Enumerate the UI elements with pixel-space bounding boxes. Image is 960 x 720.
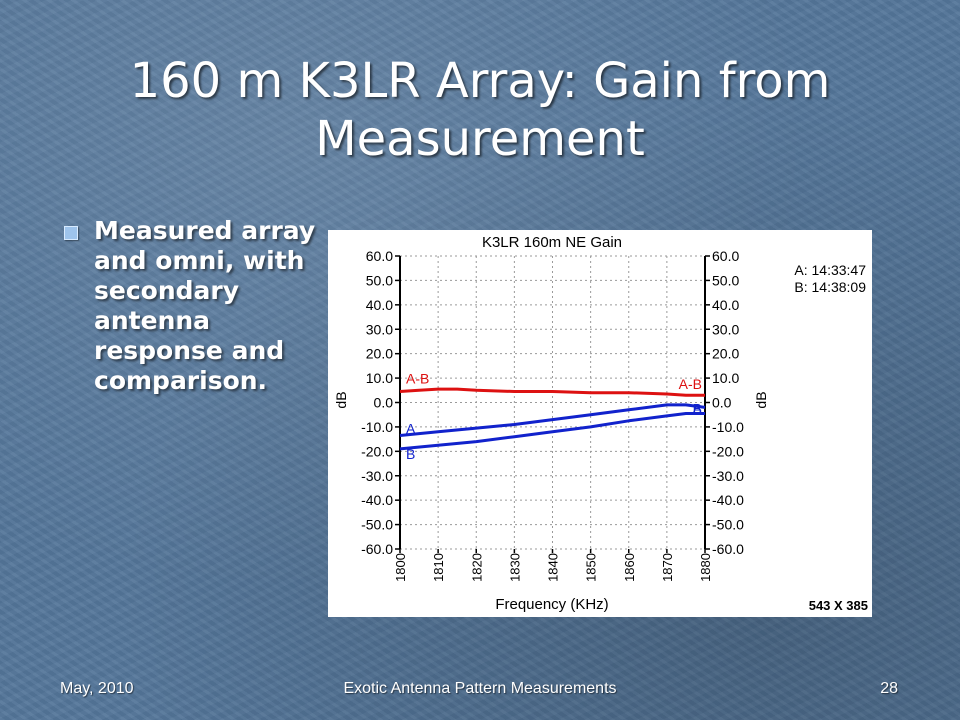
size-label: 543 X 385	[809, 598, 868, 613]
slide-title: 160 m K3LR Array: Gain from Measurement	[60, 52, 900, 168]
timestamp-b: B: 14:38:09	[794, 279, 866, 295]
series-label-end-a: A	[693, 400, 703, 416]
x-axis-label: Frequency (KHz)	[495, 596, 608, 613]
y-tick-label-left: 10.0	[366, 370, 393, 386]
y-tick-label-left: 50.0	[366, 272, 393, 288]
x-tick-label: 1800	[393, 553, 408, 582]
x-tick-label: 1880	[698, 553, 713, 582]
slide-title-line2: Measurement	[315, 111, 645, 167]
y-tick-label-right: 60.0	[712, 248, 739, 264]
footer-date: May, 2010	[60, 680, 134, 697]
x-tick-label: 1860	[622, 553, 637, 582]
bullet-list: Measured array and omni, with secondary …	[62, 216, 324, 396]
bullet-item: Measured array and omni, with secondary …	[62, 216, 324, 396]
y-tick-label-right: -60.0	[712, 541, 744, 557]
y-tick-label-left: -40.0	[361, 492, 393, 508]
series-label-start-a: A	[406, 420, 416, 436]
x-tick-label: 1840	[546, 553, 561, 582]
x-tick-label: 1850	[584, 553, 599, 582]
x-tick-label: 1870	[660, 553, 675, 582]
y-tick-label-right: 50.0	[712, 272, 739, 288]
y-axis-label-right: dB	[753, 391, 769, 408]
y-tick-label-right: -40.0	[712, 492, 744, 508]
y-tick-label-left: 20.0	[366, 346, 393, 362]
y-tick-label-right: -30.0	[712, 468, 744, 484]
series-label-start-b: B	[406, 446, 415, 462]
slide-title-line1: 160 m K3LR Array: Gain from	[129, 53, 831, 109]
series-line-a	[399, 403, 706, 437]
series-label-start-a-b: A-B	[406, 371, 429, 387]
series-line-b	[399, 412, 705, 451]
gain-chart: K3LR 160m NE Gain A: 14:33:47 B: 14:38:0…	[328, 230, 872, 617]
y-tick-label-left: -20.0	[361, 443, 393, 459]
y-tick-label-left: 40.0	[366, 297, 393, 313]
footer-page-number: 28	[880, 680, 898, 697]
bullet-text: Measured array and omni, with secondary …	[94, 216, 316, 395]
y-tick-label-right: 30.0	[712, 321, 739, 337]
gain-chart-svg: K3LR 160m NE Gain A: 14:33:47 B: 14:38:0…	[333, 234, 868, 613]
y-tick-label-left: -60.0	[361, 541, 393, 557]
series-label-end-a-b: A-B	[679, 376, 702, 392]
footer-title: Exotic Antenna Pattern Measurements	[343, 680, 617, 697]
y-tick-label-right: -10.0	[712, 419, 744, 435]
x-tick-label: 1810	[431, 553, 446, 582]
square-bullet-icon	[64, 226, 78, 240]
chart-title: K3LR 160m NE Gain	[482, 234, 622, 251]
series-line-a-b	[399, 387, 705, 397]
y-tick-label-right: -50.0	[712, 517, 744, 533]
y-tick-label-right: 40.0	[712, 297, 739, 313]
y-tick-label-right: 0.0	[712, 395, 732, 411]
y-tick-label-left: 30.0	[366, 321, 393, 337]
y-tick-label-left: -30.0	[361, 468, 393, 484]
y-tick-label-right: 20.0	[712, 346, 739, 362]
y-tick-label-left: -50.0	[361, 517, 393, 533]
timestamp-a: A: 14:33:47	[794, 262, 866, 278]
y-axis-label-left: dB	[333, 391, 349, 408]
y-tick-label-left: 60.0	[366, 248, 393, 264]
x-tick-label: 1830	[507, 553, 522, 582]
y-tick-label-left: 0.0	[374, 395, 394, 411]
series-label-end-b: B	[693, 400, 702, 416]
y-tick-label-right: 10.0	[712, 370, 739, 386]
y-tick-label-left: -10.0	[361, 419, 393, 435]
x-tick-label: 1820	[469, 553, 484, 582]
y-tick-label-right: -20.0	[712, 443, 744, 459]
